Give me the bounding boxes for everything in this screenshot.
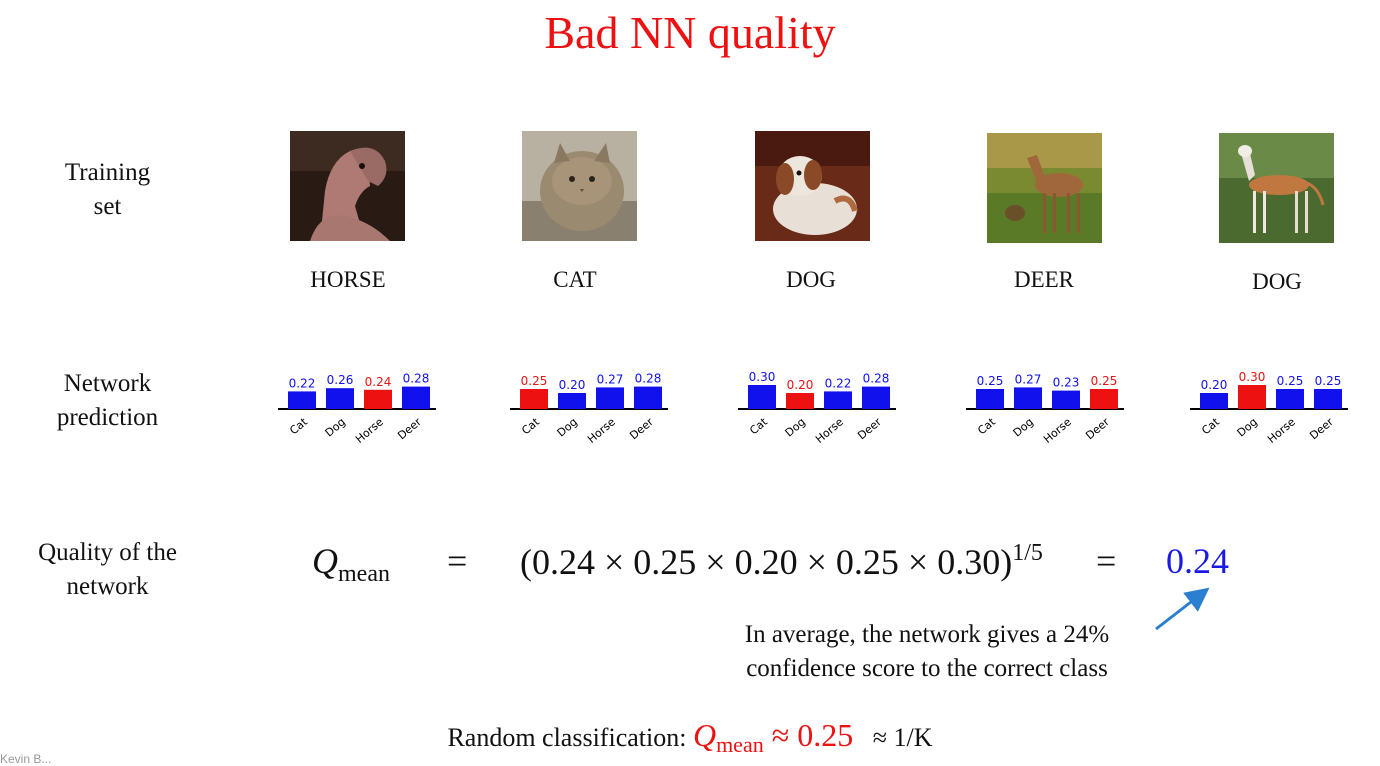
- prediction-chart-4: 0.25 Cat 0.27 Dog 0.23 Horse 0.25 Deer: [966, 362, 1166, 472]
- category-tick-label: Deer: [395, 415, 424, 442]
- training-image-dog: [755, 131, 870, 241]
- bar-value-label: 0.28: [403, 372, 430, 386]
- prediction-bar-cat: [288, 391, 316, 409]
- bar-value-label: 0.22: [289, 376, 316, 390]
- bar-value-label: 0.28: [863, 372, 890, 386]
- category-tick-label: Horse: [1265, 415, 1298, 446]
- prediction-bar-deer: [862, 386, 890, 409]
- bar-value-label: 0.27: [1015, 372, 1042, 386]
- prediction-bar-horse: [824, 391, 852, 409]
- prediction-bar-horse: [1276, 389, 1304, 409]
- class-label-2: CAT: [553, 267, 597, 292]
- bar-value-label: 0.22: [825, 376, 852, 390]
- prediction-chart-2: 0.25 Cat 0.20 Dog 0.27 Horse 0.28 Deer: [510, 362, 710, 472]
- bar-value-label: 0.25: [1277, 374, 1304, 388]
- bar-value-label: 0.27: [597, 372, 624, 386]
- category-tick-label: Deer: [855, 415, 884, 442]
- category-tick-label: Cat: [975, 415, 998, 437]
- category-tick-label: Deer: [1307, 415, 1336, 442]
- row-label-training: Training set: [64, 159, 151, 220]
- training-image-horse: [290, 131, 405, 241]
- prediction-bar-cat: [976, 389, 1004, 409]
- bar-value-label: 0.26: [327, 373, 354, 387]
- prediction-bar-dog: [326, 388, 354, 409]
- category-tick-label: Horse: [585, 415, 618, 446]
- equation-equals: =: [447, 541, 468, 581]
- category-tick-label: Horse: [1041, 415, 1074, 446]
- author-footer: Kevin B...: [0, 752, 52, 766]
- bar-value-label: 0.20: [559, 378, 586, 392]
- category-tick-label: Dog: [323, 415, 348, 439]
- annotation-arrow: [1155, 587, 1210, 631]
- prediction-bar-horse: [364, 389, 392, 409]
- bar-value-label: 0.25: [1091, 374, 1118, 388]
- equation-lhs: Qmean: [312, 541, 390, 587]
- category-tick-label: Horse: [353, 415, 386, 446]
- bar-value-label: 0.28: [635, 372, 662, 386]
- category-tick-label: Cat: [287, 415, 310, 437]
- category-tick-label: Cat: [1199, 415, 1222, 437]
- class-label-5: DOG: [1252, 269, 1302, 294]
- prediction-bar-dog: [1238, 385, 1266, 409]
- row-label-quality: Quality of the network: [38, 539, 177, 600]
- category-tick-label: Dog: [555, 415, 580, 439]
- class-label-1: HORSE: [310, 267, 386, 292]
- prediction-bar-cat: [520, 389, 548, 409]
- category-tick-label: Dog: [783, 415, 808, 439]
- category-tick-label: Dog: [1011, 415, 1036, 439]
- category-tick-label: Deer: [1083, 415, 1112, 442]
- bar-value-label: 0.25: [977, 374, 1004, 388]
- row-label-prediction: Network prediction: [56, 370, 159, 431]
- prediction-chart-1: 0.22 Cat 0.26 Dog 0.24 Horse 0.28 Deer: [278, 362, 478, 472]
- prediction-bar-cat: [748, 385, 776, 409]
- annotation-note: In average, the network gives a 24% conf…: [744, 621, 1110, 682]
- training-image-deer: [987, 133, 1102, 243]
- bar-value-label: 0.20: [1201, 378, 1228, 392]
- prediction-chart-3: 0.30 Cat 0.20 Dog 0.22 Horse 0.28 Deer: [738, 362, 938, 472]
- bar-value-label: 0.25: [1315, 374, 1342, 388]
- prediction-bar-dog: [786, 393, 814, 409]
- equation-equals-2: =: [1096, 541, 1117, 581]
- prediction-bar-deer: [402, 386, 430, 409]
- class-label-4: DEER: [1013, 267, 1075, 292]
- prediction-bar-deer: [1314, 389, 1342, 409]
- category-tick-label: Cat: [519, 415, 542, 437]
- bar-value-label: 0.23: [1053, 376, 1080, 390]
- bar-value-label: 0.20: [787, 378, 814, 392]
- prediction-bar-horse: [596, 387, 624, 409]
- prediction-bar-horse: [1052, 390, 1080, 409]
- prediction-chart-5: 0.20 Cat 0.30 Dog 0.25 Horse 0.25 Deer: [1190, 362, 1380, 472]
- prediction-bar-dog: [558, 393, 586, 409]
- category-tick-label: Deer: [627, 415, 656, 442]
- bar-value-label: 0.30: [1239, 370, 1266, 384]
- bar-value-label: 0.30: [749, 370, 776, 384]
- random-classification: Random classification: Qmean ≈ 0.25 ≈ 1/…: [447, 717, 933, 757]
- slide-title: Bad NN quality: [544, 7, 836, 58]
- category-tick-label: Dog: [1235, 415, 1260, 439]
- category-tick-label: Cat: [747, 415, 770, 437]
- equation-result: 0.24: [1166, 541, 1229, 581]
- prediction-bar-deer: [1090, 389, 1118, 409]
- training-image-dog2: [1219, 133, 1334, 243]
- prediction-bar-cat: [1200, 393, 1228, 409]
- category-tick-label: Horse: [813, 415, 846, 446]
- training-image-cat: [522, 131, 637, 241]
- prediction-bar-dog: [1014, 387, 1042, 409]
- bar-value-label: 0.25: [521, 374, 548, 388]
- class-label-3: DOG: [786, 267, 836, 292]
- prediction-bar-deer: [634, 386, 662, 409]
- bar-value-label: 0.24: [365, 375, 392, 389]
- equation-expression: (0.24 × 0.25 × 0.20 × 0.25 × 0.30)1/5: [520, 540, 1043, 582]
